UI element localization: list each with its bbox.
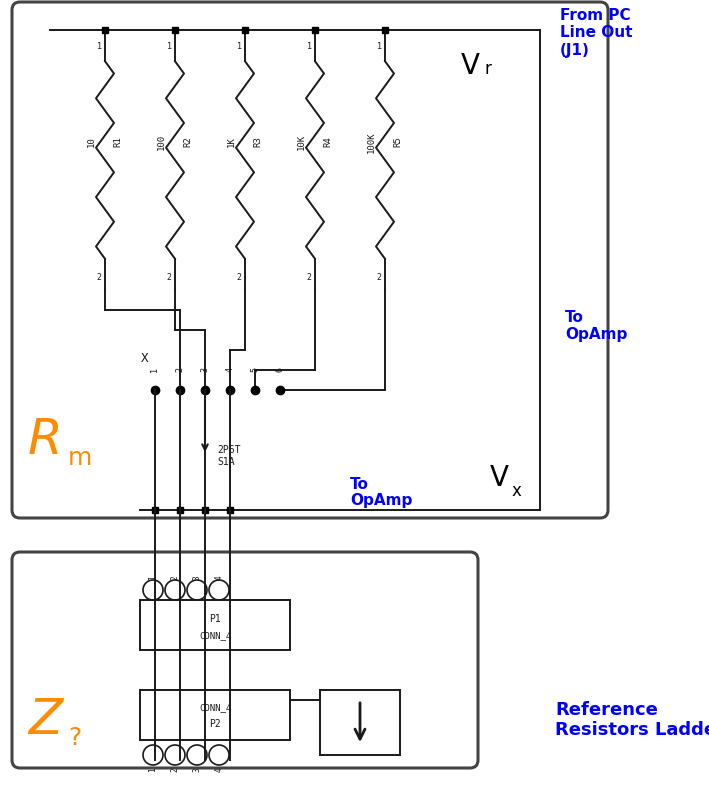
Text: 1K: 1K bbox=[226, 137, 235, 147]
Text: 6: 6 bbox=[276, 367, 284, 372]
Text: 2: 2 bbox=[96, 273, 101, 282]
Text: R2: R2 bbox=[184, 137, 193, 147]
Text: 1: 1 bbox=[237, 42, 242, 51]
Text: ?: ? bbox=[68, 726, 82, 750]
Text: 3: 3 bbox=[193, 767, 201, 772]
Text: 4: 4 bbox=[215, 575, 223, 580]
Text: 3: 3 bbox=[193, 575, 201, 580]
Text: 100K: 100K bbox=[367, 131, 376, 153]
Text: 2P6T
S1A: 2P6T S1A bbox=[217, 445, 240, 466]
Text: P1: P1 bbox=[209, 614, 221, 624]
Text: m: m bbox=[68, 446, 92, 470]
Text: 10: 10 bbox=[86, 137, 96, 147]
Text: x: x bbox=[512, 482, 522, 500]
Text: 2: 2 bbox=[170, 767, 179, 772]
Text: R1: R1 bbox=[113, 137, 123, 147]
Text: X: X bbox=[141, 351, 149, 364]
Bar bbox=[140, 600, 290, 650]
Text: 1: 1 bbox=[376, 42, 381, 51]
Text: 2: 2 bbox=[376, 273, 381, 282]
Text: 1: 1 bbox=[306, 42, 311, 51]
Text: OpAmp: OpAmp bbox=[350, 493, 413, 508]
Text: 1: 1 bbox=[150, 367, 160, 372]
Bar bbox=[140, 690, 290, 740]
Text: r: r bbox=[485, 60, 492, 78]
Text: V: V bbox=[461, 52, 480, 80]
Text: Z: Z bbox=[28, 696, 62, 744]
Text: P2: P2 bbox=[209, 719, 221, 729]
Bar bbox=[320, 690, 400, 755]
Text: V: V bbox=[490, 464, 509, 492]
Text: CONN_4: CONN_4 bbox=[199, 703, 231, 712]
Text: To: To bbox=[350, 477, 369, 492]
Text: 2: 2 bbox=[306, 273, 311, 282]
Text: 100: 100 bbox=[157, 134, 165, 150]
Text: 2: 2 bbox=[237, 273, 242, 282]
Text: 1: 1 bbox=[148, 575, 157, 580]
Text: R: R bbox=[28, 416, 63, 464]
Text: 4: 4 bbox=[225, 367, 235, 372]
Text: CONN_4: CONN_4 bbox=[199, 632, 231, 641]
Text: 1: 1 bbox=[167, 42, 172, 51]
Text: To
OpAmp: To OpAmp bbox=[565, 310, 627, 343]
Text: From PC
Line Out
(J1): From PC Line Out (J1) bbox=[560, 8, 632, 58]
Text: 2: 2 bbox=[167, 273, 172, 282]
Text: 2: 2 bbox=[170, 575, 179, 580]
Text: 10K: 10K bbox=[296, 134, 306, 150]
Text: 2: 2 bbox=[176, 367, 184, 372]
Text: R4: R4 bbox=[323, 137, 333, 147]
Text: Reference
Resistors Ladder: Reference Resistors Ladder bbox=[555, 701, 709, 739]
Text: R5: R5 bbox=[393, 137, 403, 147]
Text: 5: 5 bbox=[250, 367, 259, 372]
Text: 4: 4 bbox=[215, 767, 223, 772]
Text: 1: 1 bbox=[148, 767, 157, 772]
Text: R3: R3 bbox=[254, 137, 262, 147]
Text: 3: 3 bbox=[201, 367, 209, 372]
Text: 1: 1 bbox=[96, 42, 101, 51]
